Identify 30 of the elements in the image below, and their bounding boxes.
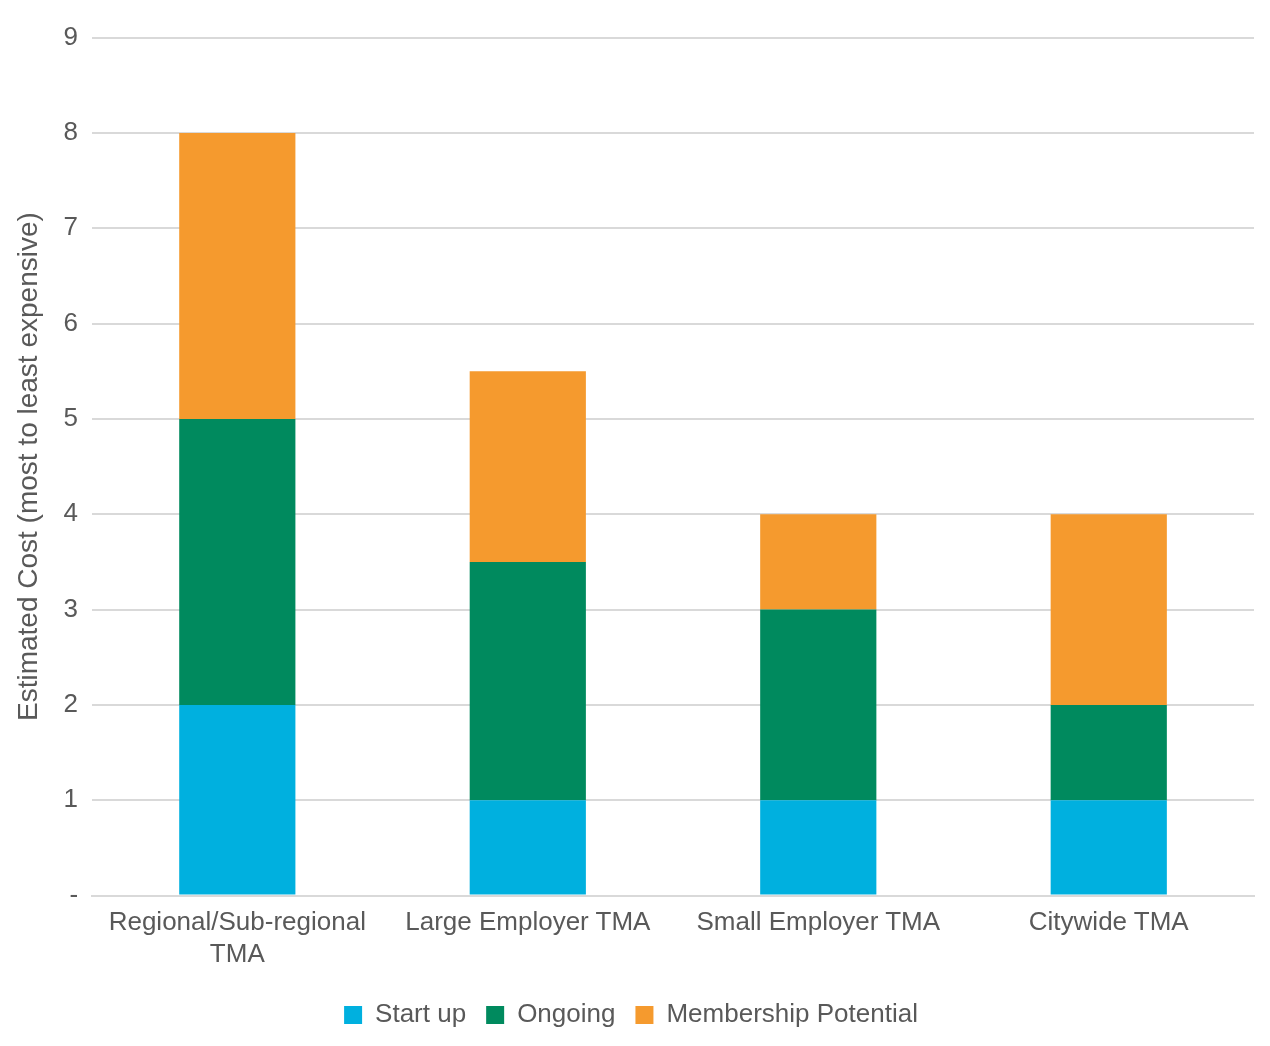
bar (760, 800, 877, 895)
bar (760, 514, 877, 610)
y-tick-label: 8 (63, 116, 79, 147)
x-tick-label: Small Employer TMA (696, 906, 941, 937)
x-tick-label: Citywide TMA (1028, 906, 1190, 937)
legend-label: Membership Potential (666, 998, 918, 1029)
y-tick-label: - (69, 878, 79, 909)
y-tick-label: 5 (63, 402, 79, 433)
bar (179, 704, 296, 895)
bar (469, 371, 586, 562)
y-tick-label: 9 (63, 20, 79, 51)
legend-label: Ongoing (517, 998, 616, 1029)
y-tick-label: 6 (63, 306, 79, 337)
bar (179, 132, 296, 419)
bar (1050, 704, 1167, 801)
y-tick-label: 4 (63, 497, 79, 528)
x-tick-label: Regional/Sub-regional TMA (108, 906, 366, 968)
legend-label: Start up (375, 998, 467, 1029)
bar (1050, 514, 1167, 705)
y-tick-label: 2 (63, 688, 79, 719)
x-tick-label: Large Employer TMA (405, 906, 652, 937)
bar (469, 561, 586, 801)
y-tick-label: 1 (63, 783, 79, 814)
bar (1050, 800, 1167, 895)
y-tick-label: 3 (63, 592, 79, 623)
bar (469, 800, 586, 895)
bar (179, 418, 296, 705)
bar (760, 609, 877, 801)
y-axis-title: Estimated Cost (most to least expensive) (11, 212, 43, 722)
y-tick-label: 7 (63, 211, 79, 242)
